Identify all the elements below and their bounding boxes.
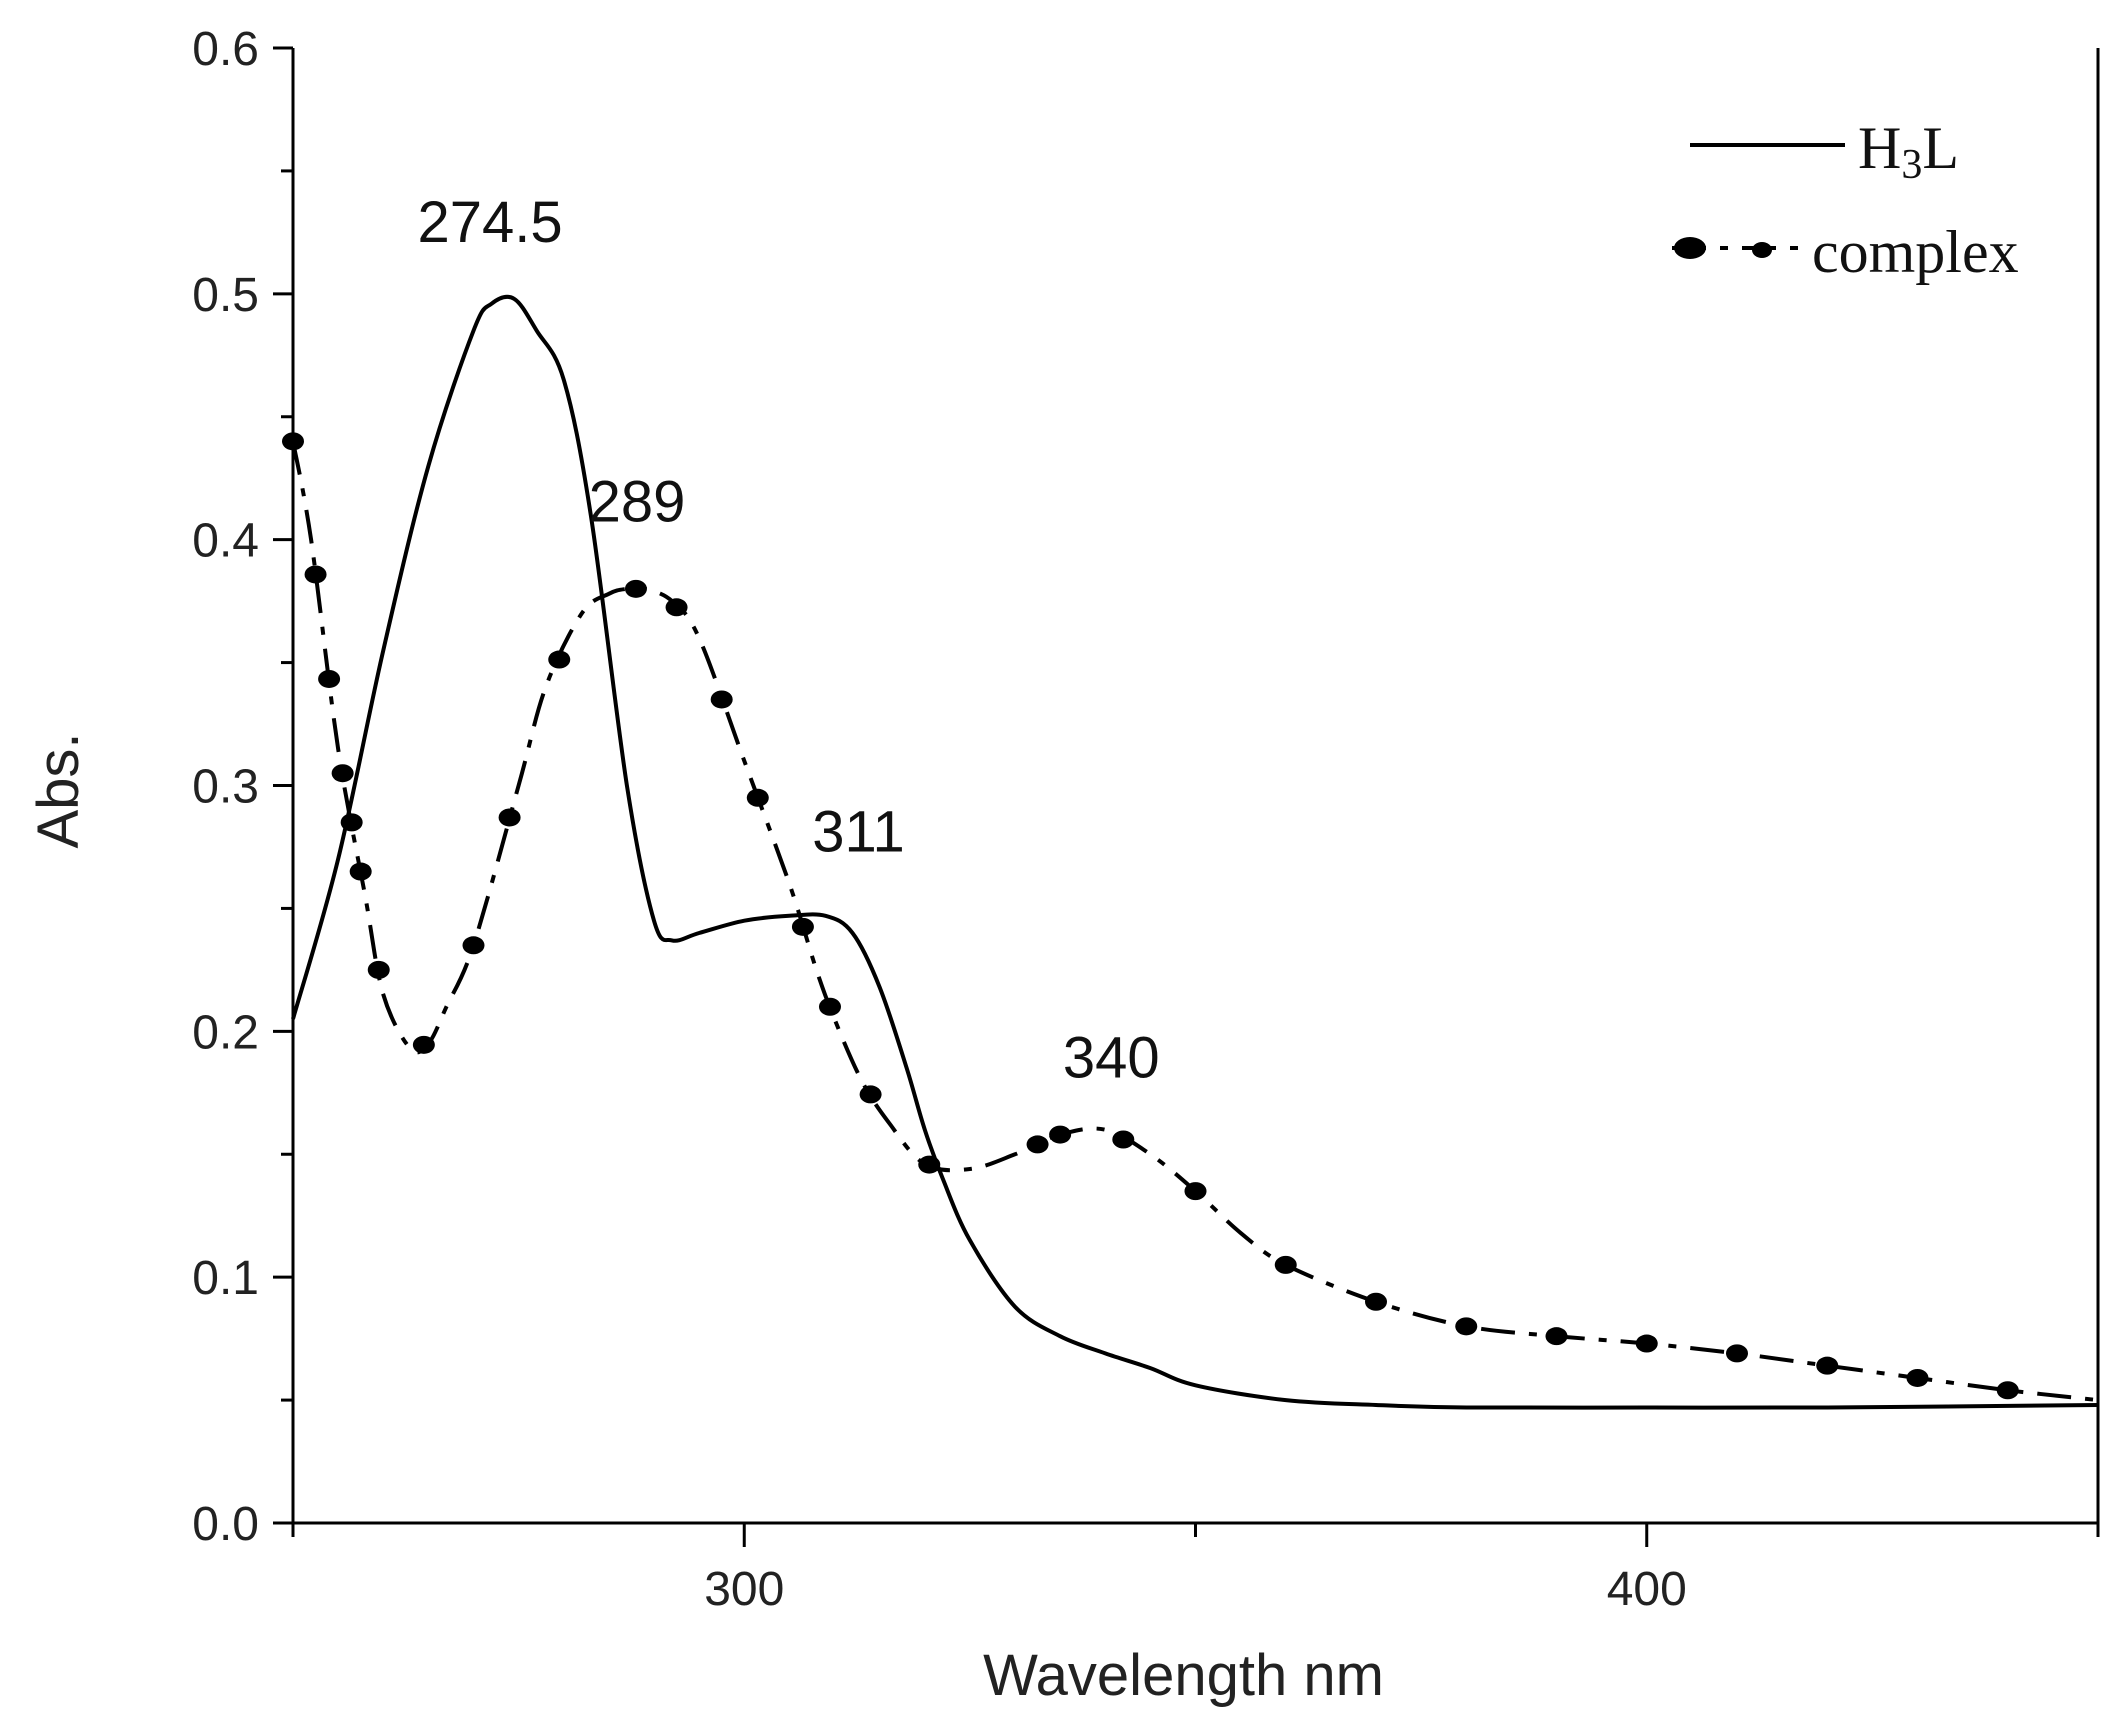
y-axis-ticks: 0.0 0.1 0.2 0.3 0.4 0.5 0.6	[192, 23, 293, 1551]
complex-marker-point	[818, 997, 841, 1016]
complex-marker-point	[548, 650, 571, 669]
complex-marker-point	[1274, 1255, 1297, 1274]
series-layer	[291, 294, 2099, 1410]
peak-label: 289	[589, 469, 686, 534]
complex-marker-point	[1996, 1381, 2019, 1400]
complex-marker-point	[349, 862, 372, 881]
complex-marker-point	[710, 690, 733, 709]
complex-marker-point	[340, 813, 363, 832]
complex-marker-point	[367, 960, 390, 979]
complex-marker-point	[859, 1085, 882, 1104]
complex-marker-point	[318, 669, 341, 688]
complex-marker-point	[1635, 1334, 1658, 1353]
peak-annotations: 274.5 289 311 340	[418, 190, 1160, 1091]
complex-marker-point	[918, 1155, 941, 1174]
x-tick-label: 300	[704, 1563, 784, 1616]
complex-marker-point	[1112, 1130, 1135, 1149]
complex-marker-point	[1545, 1327, 1568, 1346]
complex-marker-point	[665, 598, 688, 617]
peak-label: 274.5	[418, 190, 563, 255]
complex-marker-point	[791, 917, 814, 936]
y-tick-label: 0.5	[192, 269, 259, 322]
complex-marker-point	[282, 432, 304, 451]
complex-marker-point	[1455, 1317, 1478, 1336]
peak-label: 340	[1063, 1026, 1160, 1091]
complex-marker-point	[1365, 1292, 1387, 1311]
complex-markers	[282, 432, 2019, 1400]
legend-label-h3l-subscript: 3	[1901, 142, 1922, 188]
complex-marker-point	[304, 565, 327, 584]
peak-label: 311	[812, 799, 904, 864]
complex-marker-point	[1026, 1135, 1049, 1154]
y-tick-label: 0.6	[192, 23, 259, 76]
series-line-h3l	[291, 294, 2099, 1410]
series-line-complex	[291, 440, 2099, 1403]
complex-marker-point	[1906, 1368, 1929, 1387]
legend: H3L complex	[1672, 115, 2019, 285]
complex-marker-point	[1049, 1125, 1072, 1144]
y-tick-label: 0.2	[192, 1006, 259, 1059]
y-tick-label: 0.1	[192, 1252, 259, 1305]
complex-marker-point	[331, 764, 354, 783]
complex-marker-point	[624, 579, 647, 598]
x-axis-ticks: 300 400	[291, 1523, 2100, 1616]
complex-marker-point	[498, 808, 521, 827]
y-tick-label: 0.3	[192, 761, 259, 814]
complex-marker-point	[1184, 1182, 1207, 1201]
y-axis-title: Abs.	[26, 732, 91, 848]
legend-label-h3l-main: H	[1858, 115, 1901, 181]
x-axis-title: Wavelength nm	[983, 1643, 1384, 1708]
complex-marker-point	[1726, 1344, 1748, 1363]
legend-marker-complex	[1674, 237, 1706, 259]
complex-marker-point	[1816, 1356, 1839, 1375]
legend-label-h3l: H3L	[1858, 115, 1959, 188]
legend-label-complex: complex	[1812, 219, 2019, 285]
legend-label-h3l-end: L	[1922, 115, 1959, 181]
complex-marker-point	[412, 1035, 435, 1054]
y-tick-label: 0.4	[192, 515, 259, 568]
x-tick-label: 400	[1607, 1563, 1687, 1616]
complex-marker-point	[462, 936, 485, 955]
complex-marker-point	[746, 788, 769, 807]
legend-marker-complex	[1752, 242, 1772, 258]
y-tick-label: 0.0	[192, 1498, 259, 1551]
